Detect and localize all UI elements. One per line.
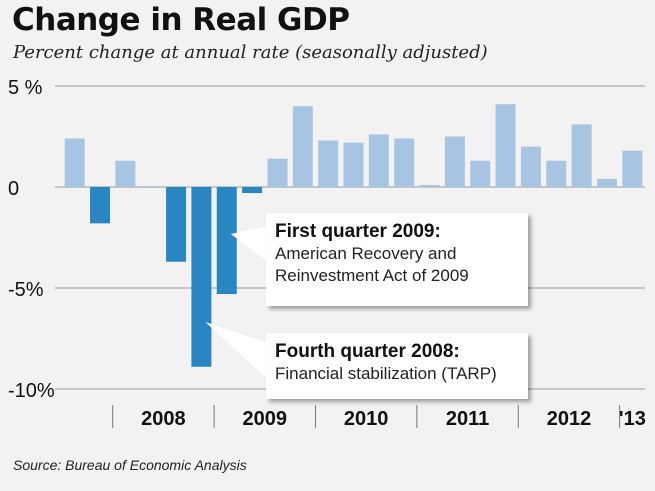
y-tick-label-3: -10% bbox=[8, 380, 55, 402]
bar-2012-q1 bbox=[520, 146, 541, 187]
chart-title: Change in Real GDP bbox=[12, 2, 350, 38]
bar-2009-q4 bbox=[292, 106, 313, 187]
callout-fourth-quarter-2008: Fourth quarter 2008: Financial stabiliza… bbox=[266, 333, 528, 399]
callout-2-pointer bbox=[205, 322, 268, 380]
callout-1-pointer bbox=[230, 226, 268, 262]
bar-2010-q1 bbox=[318, 140, 339, 187]
bar-2009-q3 bbox=[267, 158, 288, 187]
bar-2011-q4 bbox=[495, 104, 516, 187]
bar-2010-q4 bbox=[394, 138, 415, 187]
bar-2012-q2 bbox=[546, 160, 567, 187]
callout-1-text: American Recovery and Reinvestment Act o… bbox=[275, 244, 469, 285]
x-tick-label-2012: 2012 bbox=[547, 408, 592, 430]
bar-2012-q3 bbox=[571, 124, 592, 187]
callout-first-quarter-2009: First quarter 2009: American Recovery an… bbox=[266, 213, 528, 306]
bar-2011-q1 bbox=[419, 184, 440, 187]
bar-2010-q2 bbox=[343, 142, 364, 187]
bar-2012-q4 bbox=[596, 178, 617, 187]
callout-2-heading: Fourth quarter 2008: bbox=[275, 341, 460, 362]
bar-2007-q3 bbox=[64, 138, 85, 187]
bar-2008-q4 bbox=[191, 187, 212, 367]
x-tick-label-'13: '13 bbox=[619, 408, 646, 430]
bar-2011-q2 bbox=[444, 136, 465, 187]
bar-2010-q3 bbox=[368, 134, 389, 187]
y-tick-label-0: 5 % bbox=[8, 77, 43, 99]
callout-2-text: Financial stabilization (TARP) bbox=[275, 364, 497, 383]
source-note: Source: Bureau of Economic Analysis bbox=[13, 457, 247, 473]
y-tick-label-1: 0 bbox=[8, 178, 19, 200]
y-tick-label-2: -5% bbox=[8, 279, 44, 301]
bar-2007-q4 bbox=[90, 187, 111, 224]
bar-2008-q1 bbox=[115, 160, 136, 187]
bar-2008-q3 bbox=[166, 187, 187, 262]
chart-subtitle: Percent change at annual rate (seasonall… bbox=[13, 42, 488, 63]
x-tick-label-2011: 2011 bbox=[446, 408, 489, 430]
x-tick-label-2009: 2009 bbox=[243, 408, 288, 430]
bar-2009-q2 bbox=[242, 187, 263, 194]
x-tick-label-2008: 2008 bbox=[141, 408, 186, 430]
x-tick-label-2010: 2010 bbox=[344, 408, 389, 430]
bar-2013-q1 bbox=[622, 150, 643, 187]
bar-2008-q2 bbox=[140, 187, 161, 188]
bar-2009-q1 bbox=[216, 187, 237, 295]
bar-2011-q3 bbox=[470, 160, 491, 187]
callout-1-heading: First quarter 2009: bbox=[275, 221, 441, 242]
